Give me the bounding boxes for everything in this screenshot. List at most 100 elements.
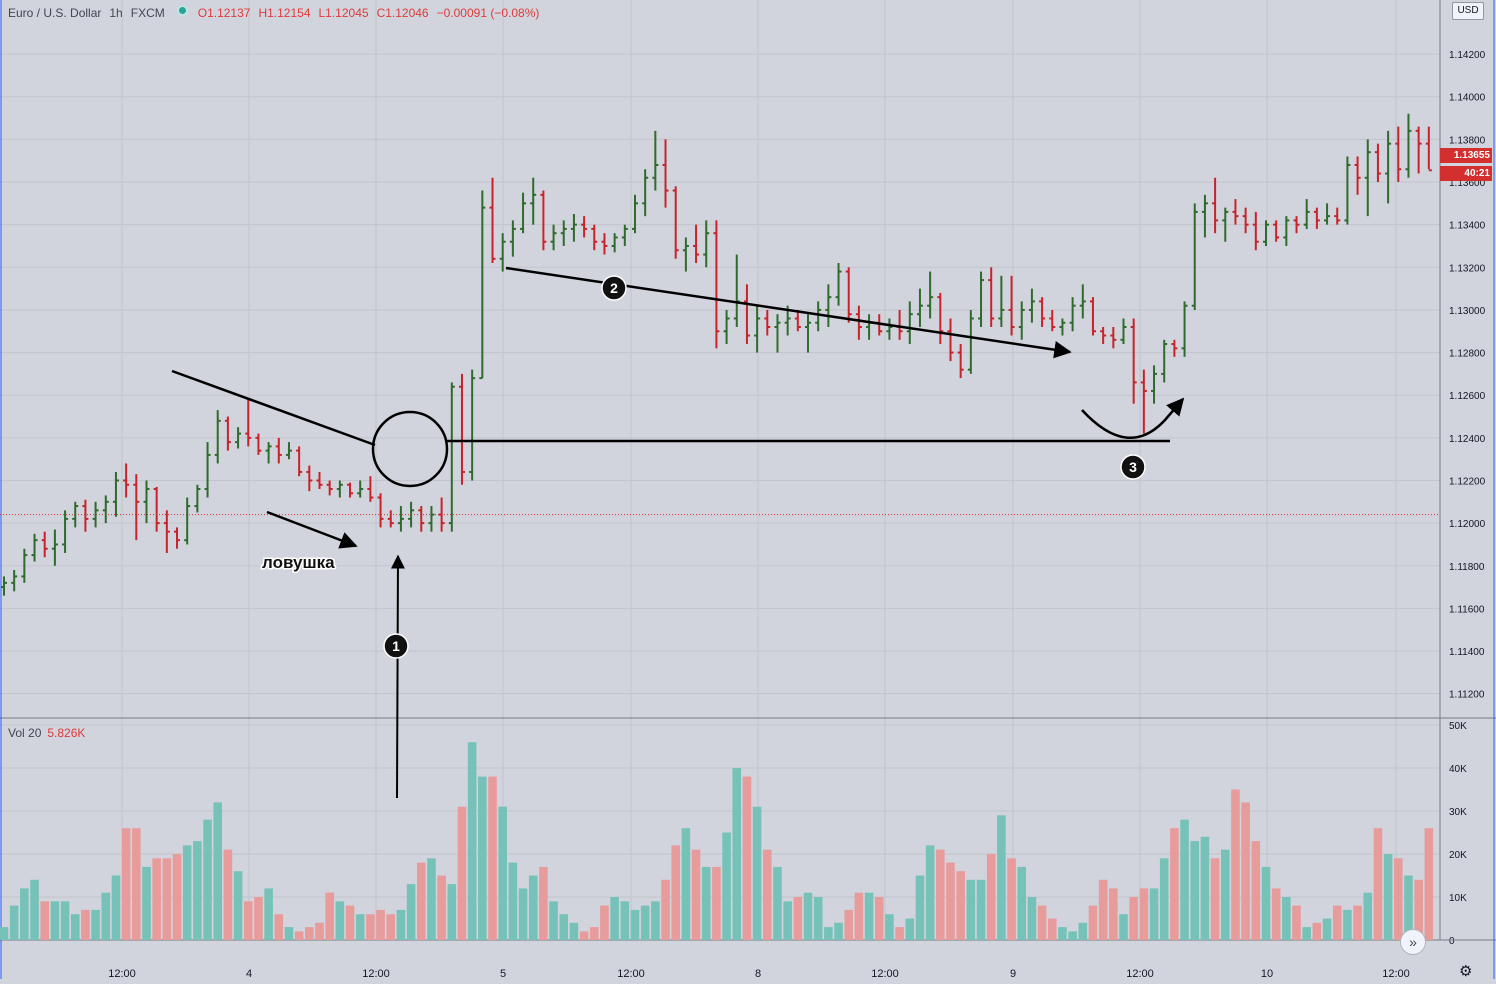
volume-bar [223,849,233,940]
ohlc-bar [1293,216,1300,234]
symbol-name[interactable]: Euro / U.S. Dollar [8,6,102,20]
ohlc-bar [957,344,964,379]
volume-bar [1190,841,1200,940]
price-axis-background [1440,0,1496,979]
ohlc-bar [1283,216,1290,246]
ohlc-bar [1069,297,1076,332]
volume-bar [60,901,70,940]
volume-bar [834,922,843,940]
volume-bar [305,927,314,940]
volume-bar [1261,866,1271,940]
price-tick-label: 1.11400 [1449,647,1485,658]
volume-bar [976,879,986,940]
gear-icon[interactable]: ⚙ [1459,963,1473,980]
volume-bar [1220,849,1230,940]
time-tick-label: 10 [1261,968,1273,979]
ohlc-bar [631,194,638,234]
ohlc-bar [978,271,985,327]
ohlc-bar [235,427,242,449]
volume-bar [1383,854,1393,940]
ohlc-bar [214,410,221,464]
volume-bar [752,806,762,940]
scroll-to-realtime-button[interactable]: » [1400,929,1426,955]
ohlc-bar [204,442,211,498]
volume-bar [783,901,792,940]
ohlc-bar [1242,207,1249,234]
ohlc-bar [1079,284,1086,319]
volume-bar [905,918,915,940]
price-tick-label: 1.14000 [1449,93,1486,104]
volume-bar [427,858,436,940]
ohlc-bar [1313,207,1320,229]
ohlc-bar [947,318,954,362]
volume-bar [1363,892,1373,940]
volume-bar [691,849,701,940]
volume-legend[interactable]: Vol 20 5.826K [8,726,85,740]
price-tick-label: 1.13800 [1449,135,1486,146]
volume-bar [793,897,803,940]
close-value: C1.12046 [376,6,429,20]
ohlc-bar [316,471,323,490]
currency-button[interactable]: USD [1452,2,1484,20]
time-tick-label: 12:00 [871,968,899,979]
ohlc-bar [224,416,231,451]
volume-bar [1312,922,1322,940]
volume-bar [1139,888,1149,940]
volume-bar [1424,828,1434,940]
volume-bar [1180,819,1189,940]
ohlc-bar [326,480,333,496]
volume-bar [1394,858,1403,940]
ohlc-bar [82,499,89,532]
volume-bar [895,927,904,940]
interval-label[interactable]: 1h [109,6,123,20]
ohlc-bar [774,314,781,353]
volume-bar [243,901,253,940]
ohlc-bar [672,186,679,259]
volume-bar [9,905,19,940]
ohlc-bar [764,309,771,336]
ohlc-bar [815,301,822,332]
ohlc-bar [723,309,730,345]
volume-bar [1292,905,1301,940]
volume-bar [203,819,212,940]
volume-bar [915,875,925,940]
volume-bar [1149,888,1159,940]
ohlc-bar [1008,275,1015,336]
volume-bar [264,888,273,940]
price-tick-label: 1.12600 [1449,391,1486,402]
ohlc-bar [916,288,923,327]
ohlc-bar [591,224,598,251]
volume-bar [1129,897,1138,940]
volume-bar [1047,918,1057,940]
marker-2-label: 2 [610,280,618,296]
ohlc-bar [387,510,394,528]
volume-bar [1088,905,1098,940]
ohlc-bar [805,314,812,353]
ohlc-bar [1395,126,1402,183]
volume-bar [1251,841,1261,940]
correction-trendline [505,266,1072,359]
time-tick-label: 4 [246,968,252,979]
ohlc-bar [41,531,48,558]
volume-bar [864,892,874,940]
ohlc-bar [1049,309,1056,332]
volume-bar [549,901,558,940]
ohlc-bar [357,480,364,498]
volume-bar [1058,927,1067,940]
volume-bar [376,909,385,940]
ohlc-bar [1089,297,1096,336]
descending-trendline [171,369,376,447]
retest-curve-arrow [1081,397,1185,440]
breakout-arrow [390,554,405,799]
price-tick-label: 1.11200 [1449,690,1485,701]
ohlc-bar [1334,207,1341,225]
ohlc-bar [489,177,496,264]
ohlc-bar [72,501,79,528]
volume-bar [763,849,772,940]
volume-bar [844,909,854,940]
volume-bar [447,884,457,940]
ohlc-bar [713,220,720,349]
market-status-icon [176,5,188,16]
